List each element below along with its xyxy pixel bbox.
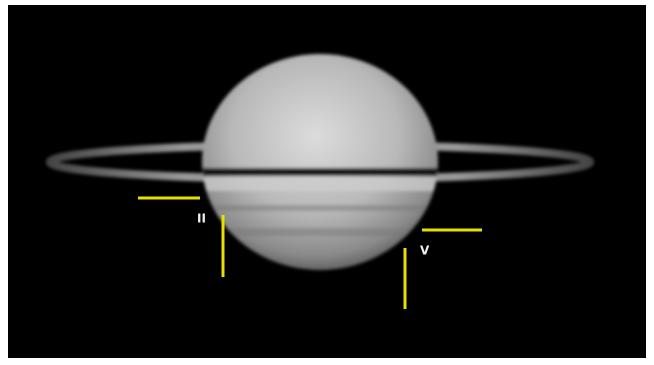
belt xyxy=(190,205,450,211)
page: II V (() => { const data = JSON.parse(do… xyxy=(0,0,654,365)
saturn-image: II V xyxy=(0,0,654,365)
annotation: V xyxy=(420,244,430,258)
ring-front xyxy=(190,177,450,191)
annotation: II xyxy=(197,212,206,226)
ring-shadow xyxy=(190,168,450,176)
globe xyxy=(202,54,438,270)
